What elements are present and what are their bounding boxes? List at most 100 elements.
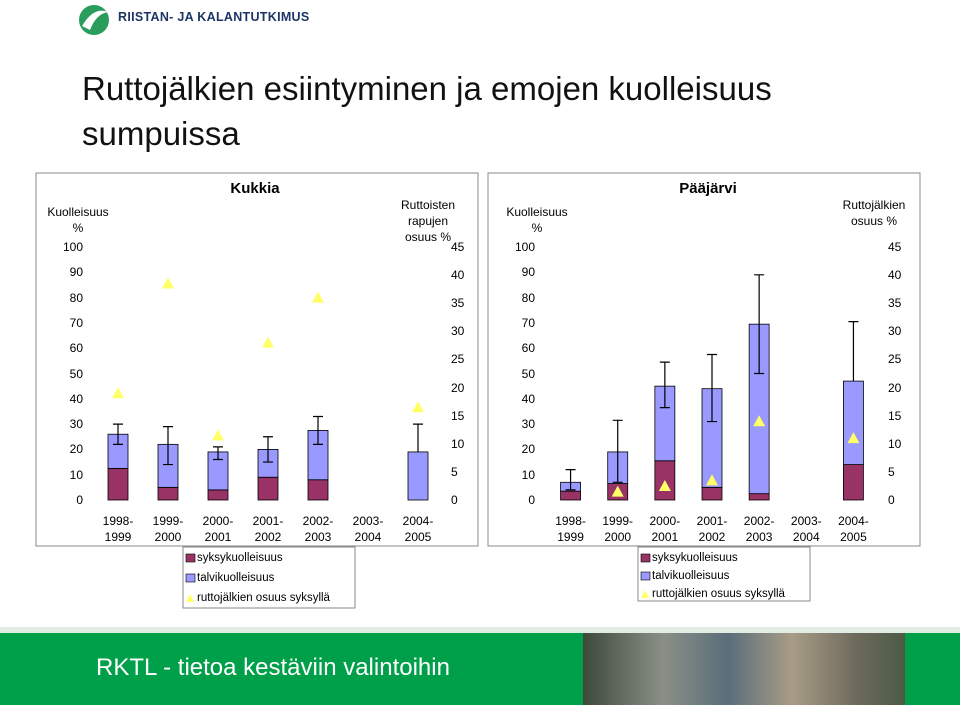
footer-text: RKTL - tietoa kestäviin valintoihin (96, 654, 450, 681)
y2-axis-title: Ruttoisten rapujen osuus % (400, 198, 456, 244)
y2-tick-label: 25 (888, 352, 902, 367)
logo-swoosh (82, 10, 108, 31)
x-tick-label: 2002- 2003 (743, 514, 775, 544)
bar-segment (207, 489, 229, 501)
bar-segment (307, 479, 329, 501)
x-tick-label: 2001- 2002 (696, 514, 728, 544)
y-tick-label: 50 (521, 366, 535, 381)
legend-swatch (640, 553, 651, 563)
bar-segment (257, 476, 279, 501)
y2-tick-label: 35 (451, 296, 465, 311)
y-tick-label: 10 (521, 467, 535, 482)
x-tick-label: 2001- 2002 (252, 514, 284, 544)
chart-title: Kukkia (230, 180, 280, 197)
x-tick-label: 1999- 2000 (602, 514, 634, 544)
y2-tick-label: 45 (888, 240, 902, 254)
bar-segment (701, 486, 723, 501)
error-bar (565, 469, 576, 491)
x-tick-label: 2004- 2005 (402, 514, 434, 544)
x-tick-label: 2003- 2004 (352, 514, 384, 544)
legend-box (182, 546, 356, 609)
footer-photos (583, 633, 905, 705)
marker-triangle (753, 415, 766, 427)
y2-tick-label: 25 (451, 352, 465, 367)
x-tick-label: 1998- 1999 (102, 514, 134, 544)
error-bar (754, 274, 765, 375)
y-tick-label: 0 (76, 493, 83, 507)
marker-triangle (212, 429, 224, 441)
y2-tick-label: 45 (451, 240, 465, 254)
y-tick-label: 40 (521, 391, 535, 406)
y-tick-label: 20 (521, 442, 535, 457)
marker-triangle (312, 291, 324, 303)
y-tick-label: 90 (69, 265, 83, 280)
error-bar (413, 423, 423, 452)
y-tick-label: 70 (69, 315, 83, 330)
chart-panel (487, 172, 921, 547)
y-tick-label: 40 (69, 391, 83, 406)
x-tick-label: 1999- 2000 (152, 514, 184, 544)
marker-triangle (611, 485, 624, 497)
legend-label: syksykuolleisuus (652, 552, 738, 564)
x-tick-label: 2000- 2001 (202, 514, 234, 544)
x-tick-label: 2003- 2004 (790, 514, 822, 544)
legend-label: syksykuolleisuus (197, 552, 283, 564)
y-axis-title: Kuolleisuus % (47, 205, 109, 235)
y-tick-label: 100 (62, 240, 83, 254)
legend-label: talvikuolleisuus (197, 572, 275, 584)
bar-segment (560, 490, 581, 501)
legend-box (637, 546, 811, 602)
x-tick-label: 2004- 2005 (838, 514, 869, 544)
error-bar (848, 321, 859, 382)
bar-segment (843, 464, 864, 501)
bar-segment (843, 380, 864, 465)
error-bar (113, 423, 123, 445)
y-tick-label: 100 (514, 240, 535, 254)
y-tick-label: 80 (521, 290, 535, 305)
error-bar (659, 361, 670, 409)
legend-swatch (641, 590, 649, 598)
error-bar (612, 419, 623, 483)
x-tick-label: 2002- 2003 (302, 514, 334, 544)
y2-tick-label: 10 (451, 436, 465, 451)
bar-segment (107, 467, 129, 501)
slide-title: Ruttojälkien esiintyminen ja emojen kuol… (82, 70, 772, 152)
y-tick-label: 0 (528, 493, 535, 507)
y-tick-label: 80 (69, 290, 83, 305)
error-bar (707, 353, 717, 423)
chart-panel (35, 172, 479, 547)
bar-segment (748, 493, 770, 501)
error-bar (313, 415, 323, 445)
y2-tick-label: 20 (451, 380, 465, 395)
chart-title: Pääjärvi (679, 180, 737, 197)
marker-triangle (706, 474, 718, 486)
legend-swatch (640, 571, 651, 581)
legend-label: talvikuolleisuus (652, 570, 730, 582)
x-tick-label: 2000- 2001 (649, 514, 681, 544)
y2-tick-label: 30 (451, 324, 465, 339)
y2-tick-label: 5 (451, 464, 458, 479)
y-tick-label: 30 (69, 417, 83, 432)
y-tick-label: 10 (69, 467, 83, 482)
legend-swatch (185, 573, 196, 583)
marker-triangle (112, 387, 124, 399)
y2-tick-label: 15 (888, 408, 902, 423)
y2-tick-label: 40 (888, 268, 902, 283)
y2-tick-label: 40 (451, 268, 465, 283)
y2-tick-label: 15 (451, 408, 465, 423)
marker-triangle (262, 336, 274, 348)
marker-triangle (412, 401, 424, 413)
y-tick-label: 60 (521, 341, 535, 356)
footer-strip (0, 627, 960, 633)
legend-swatch (185, 553, 196, 563)
y2-tick-label: 35 (888, 296, 902, 311)
legend-label: ruttojälkien osuus syksyllä (197, 592, 330, 604)
y-tick-label: 20 (69, 442, 83, 457)
y-axis-title: Kuolleisuus % (506, 205, 568, 235)
marker-triangle (162, 277, 174, 289)
y-tick-label: 60 (69, 341, 83, 356)
y2-tick-label: 30 (888, 324, 902, 339)
y-tick-label: 50 (69, 366, 83, 381)
